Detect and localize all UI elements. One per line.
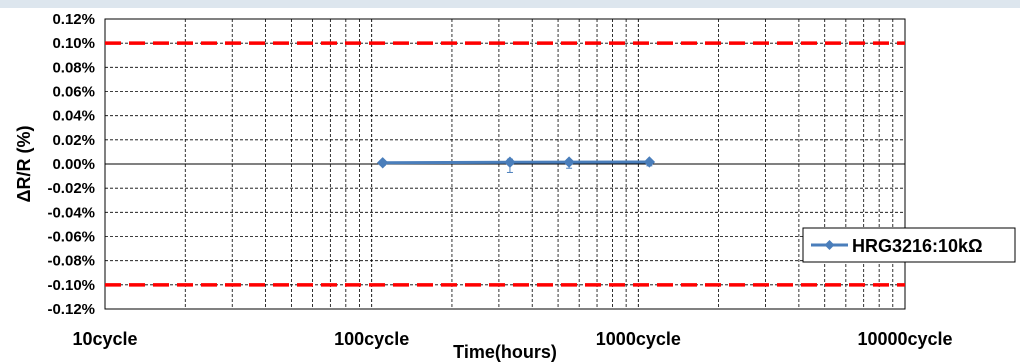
data-point	[643, 156, 656, 168]
y-tick-label: 0.00%	[52, 156, 95, 173]
y-tick-label: 0.12%	[52, 11, 95, 28]
data-point	[504, 156, 516, 168]
legend-label: HRG3216:10kΩ	[852, 236, 983, 256]
legend: HRG3216:10kΩ	[802, 227, 1016, 263]
data-point	[376, 157, 389, 169]
label-layer: 0.12% 0.10% 0.08% 0.06% 0.04% 0.02% 0.00% -0.02…	[14, 11, 953, 362]
legend-marker	[824, 240, 835, 250]
y-tick-label: 0.02%	[52, 132, 95, 149]
top-band	[0, 0, 1020, 8]
y-tick-label: -0.08%	[47, 253, 95, 270]
limit-layer	[105, 41, 905, 287]
series-layer	[376, 156, 656, 173]
x-tick-label: 100cycle	[334, 329, 409, 349]
y-tick-label: -0.02%	[47, 180, 95, 197]
y-tick-label: 0.10%	[52, 35, 95, 52]
x-tick-label: 1000cycle	[596, 329, 681, 349]
grid-layer	[104, 18, 906, 310]
x-tick-label: 10cycle	[72, 329, 137, 349]
x-tick-label: 10000cycle	[857, 329, 952, 349]
y-tick-label: 0.06%	[52, 84, 95, 101]
y-tick-label: -0.12%	[47, 301, 95, 318]
y-tick-label: 0.08%	[52, 59, 95, 76]
y-tick-label: -0.04%	[47, 204, 95, 221]
y-tick-label: -0.10%	[47, 277, 95, 294]
series-line	[382, 160, 650, 165]
plot-frame	[104, 18, 906, 310]
y-tick-label: 0.04%	[52, 108, 95, 125]
y-axis-title: ΔR/R (%)	[14, 126, 34, 203]
data-point	[563, 156, 575, 168]
y-tick-label: -0.06%	[47, 229, 95, 246]
x-axis-title: Time(hours)	[453, 342, 557, 362]
